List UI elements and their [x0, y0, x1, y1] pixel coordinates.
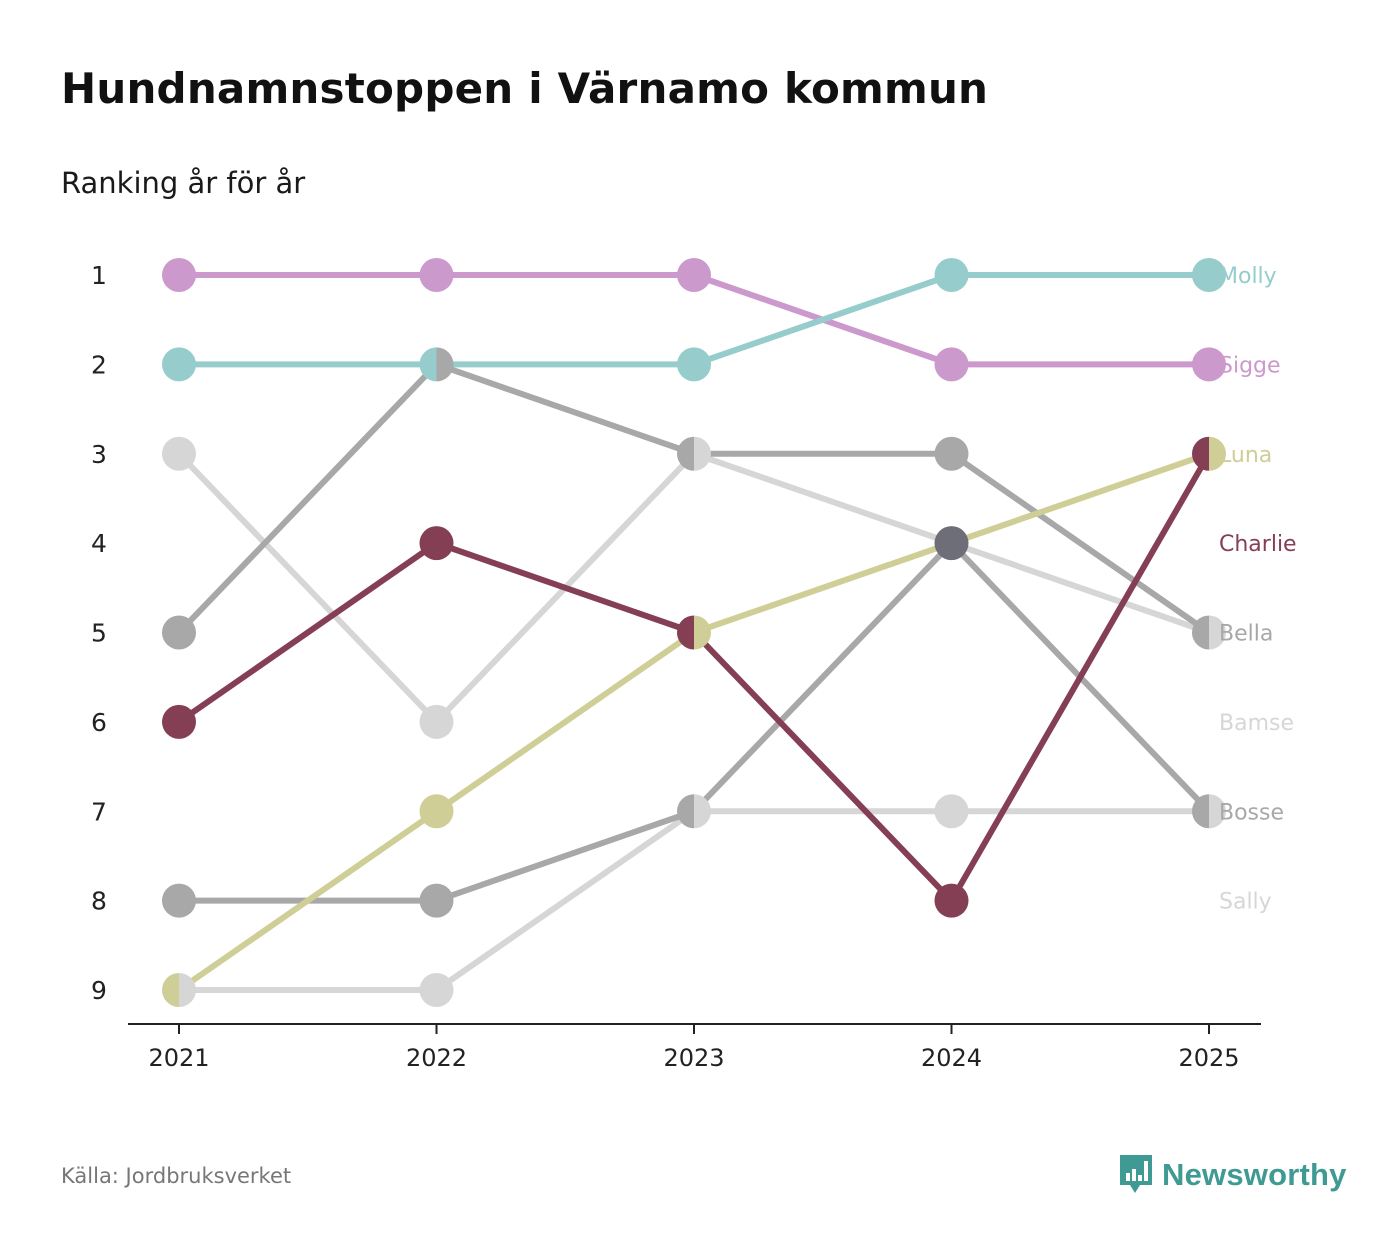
data-point-molly	[162, 347, 196, 382]
brand-name: Newsworthy	[1162, 1157, 1347, 1192]
series-line-charlie	[176, 450, 1212, 904]
x-tick-label: 2024	[921, 1044, 982, 1072]
data-point-bamse	[1209, 615, 1226, 650]
series-label-bosse: Bosse	[1219, 800, 1284, 825]
y-tick-label: 5	[91, 619, 107, 648]
x-tick-label: 2021	[148, 1044, 209, 1072]
data-point-bamse	[419, 704, 454, 739]
data-point-sigge	[419, 258, 454, 292]
data-point-sally	[179, 973, 196, 1007]
data-point-bella	[934, 436, 969, 471]
x-tick-label: 2022	[406, 1044, 467, 1072]
data-point-bosse	[162, 883, 196, 918]
newsworthy-logo-icon	[1120, 1155, 1152, 1193]
data-point-sigge	[162, 258, 196, 292]
series-dots	[162, 258, 1226, 1007]
data-point-sally	[419, 973, 454, 1007]
data-point-bosse	[419, 883, 454, 918]
data-point-molly	[934, 258, 969, 292]
source-note: Källa: Jordbruksverket	[61, 1164, 292, 1188]
data-point-luna	[419, 794, 454, 829]
data-point-sally	[694, 794, 711, 829]
y-tick-label: 4	[91, 529, 107, 558]
x-tick-label: 2025	[1178, 1044, 1239, 1072]
series-label-bamse: Bamse	[1219, 711, 1294, 736]
data-point-bamse	[162, 436, 196, 471]
series-label-charlie: Charlie	[1219, 532, 1297, 557]
y-tick-label: 1	[91, 261, 107, 290]
data-point-charlie	[162, 704, 196, 739]
y-tick-label: 7	[91, 797, 107, 826]
data-point-bosse	[677, 794, 694, 829]
series-line-bamse	[176, 450, 1212, 725]
data-point-bella	[677, 436, 694, 471]
data-point-luna	[1209, 436, 1226, 471]
data-point-luna	[162, 973, 179, 1007]
brand-logo: Newsworthy	[1118, 1153, 1347, 1197]
series-labels: Molly Sigge Luna Charlie Bella Bamse Bosse Sall…	[1219, 264, 1297, 915]
data-point-charlie	[934, 883, 969, 918]
data-point-molly	[419, 347, 437, 382]
data-point	[934, 526, 969, 561]
data-point-bosse	[1192, 794, 1209, 829]
series-label-sally: Sally	[1219, 890, 1272, 915]
chart-title: Hundnamnstoppen i Värnamo kommun	[61, 64, 989, 113]
data-point-charlie	[677, 615, 694, 650]
y-tick-label: 2	[91, 350, 107, 379]
data-point-sigge	[1192, 347, 1226, 382]
data-point-bella	[162, 615, 196, 650]
series-label-molly: Molly	[1219, 264, 1277, 289]
series-label-bella: Bella	[1219, 622, 1273, 647]
data-point-charlie	[1192, 436, 1209, 471]
x-tick-label: 2023	[663, 1044, 724, 1072]
data-point-bella	[436, 347, 454, 382]
series-line-bella	[176, 361, 1212, 636]
y-tick-label: 8	[91, 887, 107, 916]
data-point-sally	[934, 794, 969, 829]
chart-axes: 2021 2022 2023 2024 2025 1 2 3 4 5 6 7 8 9	[91, 261, 1261, 1072]
y-tick-label: 9	[91, 976, 107, 1005]
chart-subtitle: Ranking år för år	[61, 166, 306, 200]
series-label-luna: Luna	[1219, 443, 1272, 468]
series-label-sigge: Sigge	[1219, 353, 1281, 378]
data-point-sigge	[677, 258, 711, 292]
y-tick-label: 6	[91, 708, 107, 737]
data-point-charlie	[419, 526, 454, 561]
data-point-sally	[1209, 794, 1226, 829]
data-point-molly	[1192, 258, 1226, 292]
data-point-molly	[677, 347, 711, 382]
data-point-bella	[1192, 615, 1209, 650]
data-point-sigge	[934, 347, 969, 382]
data-point-luna	[694, 615, 711, 650]
data-point-bamse	[694, 436, 711, 471]
y-tick-label: 3	[91, 440, 107, 469]
